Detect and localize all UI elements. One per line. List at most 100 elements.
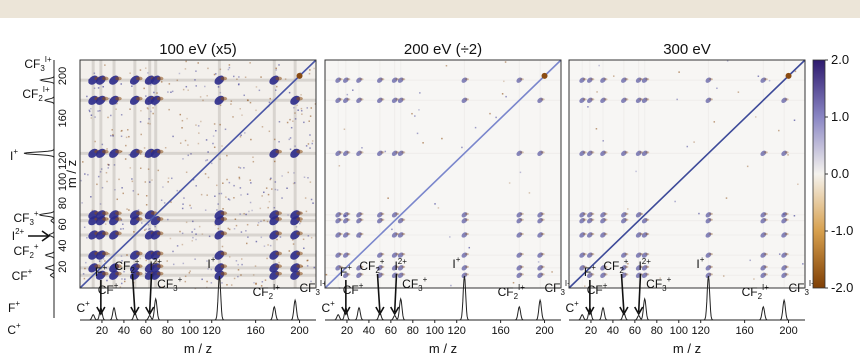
- noise-speckle: [184, 275, 187, 278]
- covariance-island: [338, 98, 343, 101]
- noise-speckle: [275, 69, 278, 71]
- covariance-island: [338, 212, 343, 215]
- noise-speckle: [504, 61, 507, 63]
- noise-speckle: [303, 247, 305, 250]
- noise-speckle: [298, 222, 301, 225]
- noise-speckle: [226, 284, 228, 286]
- noise-speckle: [313, 67, 315, 70]
- noise-speckle: [195, 238, 197, 241]
- covariance-island: [621, 252, 627, 258]
- spectrum-ion-label: I+: [452, 255, 460, 271]
- covariance-island: [641, 217, 648, 224]
- noise-speckle: [111, 129, 113, 131]
- noise-speckle: [238, 166, 240, 169]
- noise-speckle: [243, 167, 245, 169]
- covariance-island: [296, 217, 303, 221]
- covariance-island: [461, 217, 468, 224]
- y-tick-label: 80: [57, 197, 69, 209]
- noise-speckle: [308, 72, 311, 75]
- noise-speckle: [224, 128, 227, 131]
- spectrum-ion-label: CF3+: [646, 275, 671, 293]
- covariance-island: [275, 231, 282, 236]
- covariance-island: [101, 76, 109, 81]
- covariance-island: [343, 77, 349, 83]
- covariance-island: [465, 98, 469, 101]
- covariance-island: [343, 97, 349, 103]
- covariance-island: [590, 212, 595, 215]
- noise-speckle: [273, 206, 276, 209]
- noise-speckle: [150, 110, 152, 113]
- noise-speckle: [181, 119, 184, 122]
- covariance-island: [346, 273, 351, 276]
- noise-speckle: [90, 196, 92, 198]
- noise-speckle: [128, 209, 130, 211]
- noise-speckle: [343, 128, 346, 130]
- covariance-island: [621, 272, 627, 278]
- noise-speckle: [306, 259, 308, 262]
- noise-speckle: [98, 260, 101, 262]
- noise-speckle: [268, 130, 271, 133]
- noise-speckle: [195, 70, 197, 72]
- noise-speckle: [233, 228, 236, 230]
- noise-speckle: [313, 266, 316, 269]
- noise-speckle: [310, 236, 313, 239]
- covariance-island: [519, 218, 524, 221]
- covariance-island: [401, 273, 406, 276]
- noise-speckle: [123, 280, 126, 283]
- noise-speckle: [127, 129, 129, 131]
- noise-speckle: [250, 138, 252, 141]
- noise-speckle: [99, 109, 101, 112]
- covariance-island: [603, 78, 608, 81]
- covariance-island: [537, 272, 543, 278]
- covariance-island: [156, 96, 164, 101]
- noise-speckle: [287, 171, 289, 174]
- noise-speckle: [794, 70, 797, 73]
- noise-speckle: [461, 146, 463, 149]
- covariance-island: [760, 150, 767, 156]
- covariance-island: [624, 98, 629, 101]
- covariance-island: [635, 232, 642, 238]
- covariance-island: [397, 150, 404, 156]
- noise-speckle: [278, 120, 281, 123]
- covariance-island: [296, 96, 303, 101]
- noise-speckle: [129, 108, 131, 110]
- covariance-island: [465, 273, 469, 276]
- noise-speckle: [167, 91, 169, 93]
- covariance-island: [587, 232, 593, 238]
- noise-speckle: [418, 109, 420, 111]
- noise-speckle: [104, 223, 107, 225]
- noise-speckle: [182, 158, 184, 160]
- x-axis-label: m / z: [673, 341, 701, 356]
- covariance-island: [781, 272, 787, 278]
- noise-speckle: [299, 72, 302, 74]
- covariance-island: [115, 76, 122, 81]
- noise-speckle: [239, 187, 242, 189]
- noise-speckle: [309, 181, 312, 183]
- noise-speckle: [449, 236, 451, 238]
- covariance-island: [645, 98, 650, 101]
- noise-speckle: [713, 121, 716, 123]
- noise-speckle: [237, 275, 239, 278]
- spectrum-ion-label: CF3I+: [299, 279, 327, 297]
- noise-speckle: [195, 185, 197, 187]
- noise-speckle: [239, 108, 241, 110]
- x-tick-label: 160: [491, 325, 509, 337]
- noise-speckle: [270, 177, 272, 180]
- noise-speckle: [99, 203, 102, 205]
- covariance-island: [641, 77, 648, 83]
- noise-speckle: [303, 176, 306, 179]
- noise-speckle: [278, 140, 280, 143]
- covariance-island: [275, 271, 282, 276]
- covariance-island: [705, 265, 712, 271]
- noise-speckle: [168, 108, 170, 111]
- noise-speckle: [112, 134, 114, 136]
- noise-speckle: [274, 188, 277, 191]
- noise-speckle: [219, 104, 222, 107]
- covariance-island: [465, 265, 469, 269]
- noise-speckle: [149, 228, 151, 230]
- covariance-island: [705, 97, 712, 103]
- spectrum-ion-label: C+: [566, 299, 580, 315]
- noise-speckle: [96, 183, 98, 186]
- noise-speckle: [778, 253, 781, 255]
